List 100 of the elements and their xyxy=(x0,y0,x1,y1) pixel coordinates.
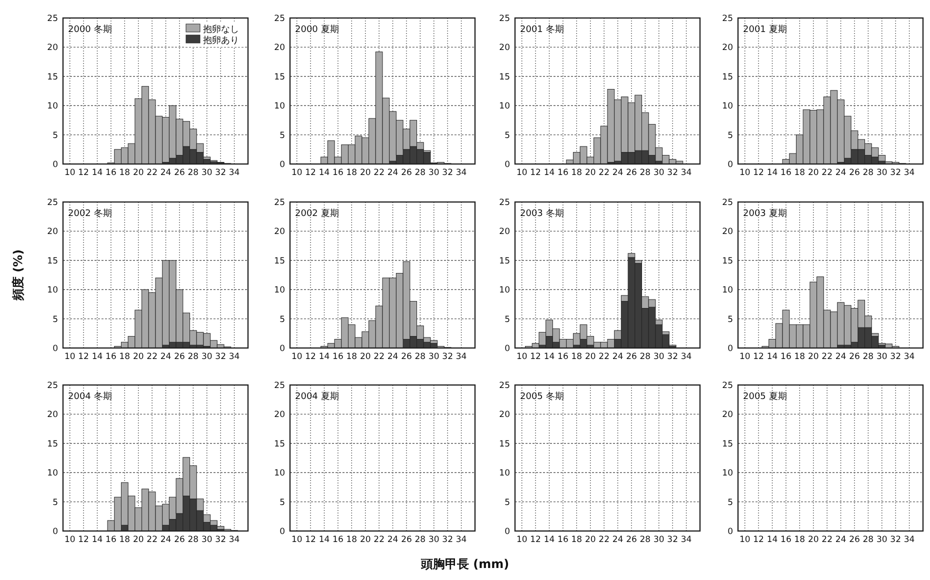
x-tick-label: 12 xyxy=(530,352,541,362)
y-tick-label: 25 xyxy=(274,198,285,208)
text: 2005 冬期 xyxy=(520,391,564,402)
x-tick-label: 10 xyxy=(739,535,750,545)
x-tick-label: 26 xyxy=(174,168,185,178)
x-tick-label: 14 xyxy=(318,352,330,362)
y-tick-label: 10 xyxy=(47,286,58,296)
x-tick-label: 16 xyxy=(780,168,792,178)
x-tick-label: 28 xyxy=(862,352,874,362)
x-tick-label: 16 xyxy=(558,168,568,178)
x-tick-label: 12 xyxy=(305,535,316,545)
x-tick-label: 28 xyxy=(188,352,199,362)
y-tick-label: 20 xyxy=(499,227,510,238)
x-tick-label: 12 xyxy=(78,168,89,178)
y-tick-label: 15 xyxy=(274,439,285,450)
text: 2002 夏期 xyxy=(295,208,339,219)
y-tick-label: 15 xyxy=(274,256,285,266)
x-tick-label: 28 xyxy=(188,168,199,178)
x-tick-label: 34 xyxy=(456,352,467,362)
y-tick-label: 25 xyxy=(499,381,510,391)
x-tick-label: 14 xyxy=(766,352,778,362)
y-tick-label: 25 xyxy=(499,14,510,24)
y-tick-label: 20 xyxy=(274,227,285,238)
y-tick-label: 0 xyxy=(52,344,58,354)
x-tick-label: 16 xyxy=(558,535,568,545)
x-tick-label: 28 xyxy=(862,535,874,545)
legend-label: 抱卵なし xyxy=(203,24,239,35)
y-tick-label: 5 xyxy=(728,498,733,508)
x-tick-label: 10 xyxy=(291,168,302,178)
x-tick-label: 34 xyxy=(456,168,467,178)
x-tick-label: 24 xyxy=(612,352,624,362)
x-tick-label: 10 xyxy=(64,535,76,545)
x-tick-label: 22 xyxy=(598,168,610,178)
y-tick-label: 20 xyxy=(722,43,733,54)
text: 2002 冬期 xyxy=(68,208,112,219)
x-tick-label: 34 xyxy=(228,535,240,545)
y-tick-label: 5 xyxy=(728,314,733,325)
x-tick-label: 24 xyxy=(387,352,398,362)
x-tick-label: 16 xyxy=(106,352,116,362)
text: 2000 冬期 xyxy=(68,24,112,35)
x-tick-label: 28 xyxy=(640,535,651,545)
y-tick-label: 15 xyxy=(499,439,510,450)
x-tick-label: 32 xyxy=(442,168,454,178)
x-tick-label: 14 xyxy=(544,352,555,362)
x-tick-label: 30 xyxy=(876,352,888,362)
y-tick-label: 0 xyxy=(280,160,285,170)
x-tick-label: 16 xyxy=(780,352,792,362)
text: 2004 夏期 xyxy=(295,391,339,402)
x-tick-label: 32 xyxy=(215,168,226,178)
y-tick-label: 10 xyxy=(274,286,285,296)
x-tick-label: 24 xyxy=(160,535,172,545)
x-tick-label: 26 xyxy=(626,535,637,545)
x-tick-label: 30 xyxy=(201,352,212,362)
x-tick-label: 24 xyxy=(835,352,846,362)
y-tick-label: 20 xyxy=(722,227,733,238)
text: 2001 冬期 xyxy=(520,24,564,35)
y-tick-label: 20 xyxy=(47,43,58,54)
y-tick-label: 5 xyxy=(728,130,733,141)
x-tick-label: 30 xyxy=(428,535,440,545)
x-tick-label: 24 xyxy=(835,535,846,545)
x-tick-label: 30 xyxy=(201,168,212,178)
x-tick-label: 18 xyxy=(346,352,358,362)
x-tick-label: 34 xyxy=(228,352,240,362)
x-tick-label: 22 xyxy=(822,168,832,178)
x-tick-label: 24 xyxy=(387,168,398,178)
x-tick-label: 26 xyxy=(626,352,637,362)
x-tick-label: 22 xyxy=(598,352,610,362)
x-tick-label: 28 xyxy=(640,352,651,362)
y-tick-label: 5 xyxy=(504,498,510,508)
x-tick-label: 30 xyxy=(428,352,440,362)
x-tick-label: 10 xyxy=(64,168,76,178)
y-tick-label: 15 xyxy=(722,72,733,82)
x-tick-label: 22 xyxy=(146,535,158,545)
x-tick-label: 12 xyxy=(753,168,764,178)
text: 2005 夏期 xyxy=(743,391,787,402)
x-tick-label: 34 xyxy=(904,535,915,545)
x-tick-label: 14 xyxy=(318,535,330,545)
y-tick-label: 0 xyxy=(280,527,285,537)
x-tick-label: 18 xyxy=(346,535,358,545)
x-tick-label: 12 xyxy=(305,352,316,362)
x-tick-label: 26 xyxy=(849,535,860,545)
x-tick-label: 12 xyxy=(753,352,764,362)
y-tick-label: 25 xyxy=(274,381,285,391)
y-tick-label: 20 xyxy=(47,227,58,238)
x-tick-label: 32 xyxy=(215,352,226,362)
x-tick-label: 28 xyxy=(640,168,651,178)
y-tick-label: 0 xyxy=(52,527,58,537)
x-tick-label: 30 xyxy=(876,168,888,178)
x-tick-label: 30 xyxy=(653,352,664,362)
x-tick-label: 20 xyxy=(584,352,596,362)
x-tick-label: 24 xyxy=(387,535,398,545)
x-tick-label: 28 xyxy=(414,168,426,178)
text: 2003 夏期 xyxy=(743,208,787,219)
x-tick-label: 32 xyxy=(442,352,454,362)
y-tick-label: 25 xyxy=(274,14,285,24)
y-tick-label: 10 xyxy=(274,468,285,479)
x-tick-label: 24 xyxy=(160,168,172,178)
x-tick-label: 18 xyxy=(794,168,806,178)
x-tick-label: 32 xyxy=(890,535,902,545)
x-tick-label: 20 xyxy=(584,535,596,545)
